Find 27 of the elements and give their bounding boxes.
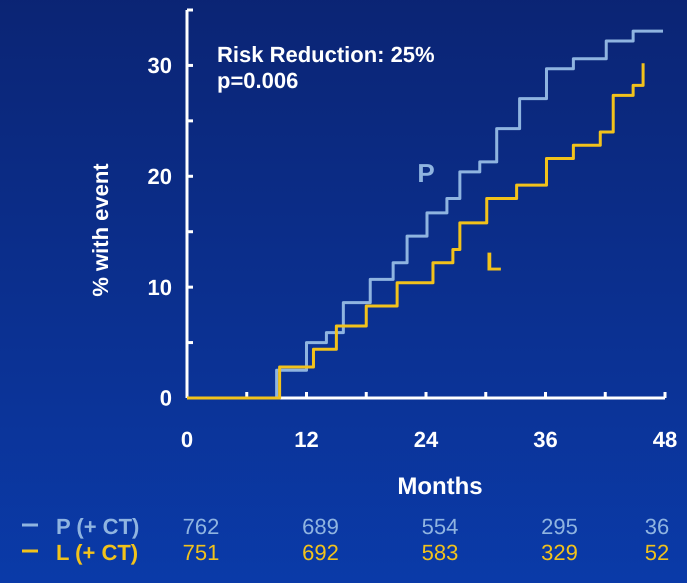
series-label: L [486, 246, 502, 277]
text: 554 [422, 514, 458, 539]
text: 583 [422, 540, 458, 565]
text: 295 [541, 514, 578, 539]
text: 762 [182, 514, 220, 539]
x-tick-label: 48 [652, 427, 678, 452]
x-tick-label: 0 [180, 427, 194, 452]
y-tick-label: 20 [148, 164, 172, 189]
series-label: P [417, 158, 435, 188]
x-tick-label: 24 [414, 427, 439, 452]
text: 329 [541, 540, 578, 565]
text: 751 [182, 540, 220, 565]
x-tick-label: 36 [533, 427, 558, 452]
text: 52 [644, 540, 670, 565]
y-tick-label: 10 [148, 274, 172, 300]
annotation: p=0.006 [217, 68, 298, 93]
text: L (+ CT) [56, 540, 138, 565]
text: 689 [302, 514, 339, 539]
text: 692 [302, 540, 339, 565]
x-tick-label: 12 [294, 427, 319, 452]
y-tick-label: 0 [160, 386, 172, 411]
y-tick-label: 30 [148, 53, 172, 78]
x-axis-title: Months [397, 473, 483, 500]
text: 36 [644, 514, 670, 539]
y-axis-title: % with event [88, 162, 113, 297]
annotation: Risk Reduction: 25% [217, 42, 435, 67]
text: P (+ CT) [56, 514, 140, 539]
